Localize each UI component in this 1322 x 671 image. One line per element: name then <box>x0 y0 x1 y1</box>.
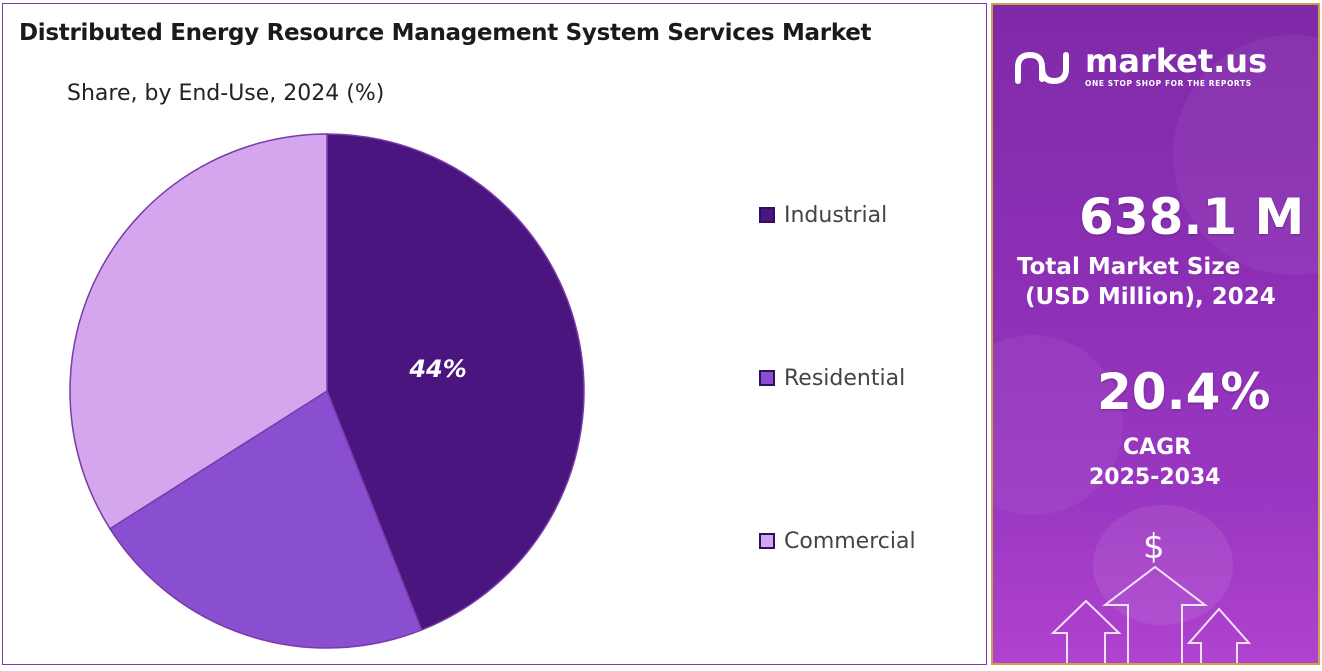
legend-swatch-commercial <box>759 533 775 549</box>
chart-panel: Distributed Energy Resource Management S… <box>2 3 987 665</box>
cagr-label: CAGR <box>1123 435 1192 460</box>
summary-panel: market.us ONE STOP SHOP FOR THE REPORTS … <box>991 3 1320 665</box>
pie-slice-commercial <box>69 133 328 530</box>
dollar-icon: $ <box>1143 527 1165 567</box>
cagr-period: 2025-2034 <box>1089 465 1221 490</box>
legend-item-residential: Residential <box>759 364 905 392</box>
brand-name: market.us <box>1085 42 1268 80</box>
chart-title: Distributed Energy Resource Management S… <box>19 20 872 46</box>
market-us-logo-icon <box>1015 51 1069 84</box>
data-label-industrial: 44% <box>408 355 466 383</box>
market-size-value: 638.1 M <box>1079 188 1305 246</box>
brand-logo: market.us ONE STOP SHOP FOR THE REPORTS <box>1013 45 1267 88</box>
legend-swatch-residential <box>759 370 775 386</box>
legend-swatch-industrial <box>759 207 775 223</box>
growth-arrows-icon <box>1050 565 1252 663</box>
background-decoration <box>993 35 1318 663</box>
legend-item-commercial: Commercial <box>759 527 916 555</box>
chart-subtitle: Share, by End-Use, 2024 (%) <box>67 81 385 106</box>
market-size-label-line1: Total Market Size <box>1017 254 1241 280</box>
legend-label-residential: Residential <box>784 365 906 391</box>
legend-label-industrial: Industrial <box>784 202 888 228</box>
market-size-label-line2: (USD Million), 2024 <box>1025 284 1276 310</box>
legend-label-commercial: Commercial <box>784 528 916 554</box>
pie-chart: 44% <box>69 133 585 649</box>
pie-slice-residential <box>108 389 423 649</box>
cagr-value: 20.4% <box>1097 363 1271 421</box>
brand-tagline: ONE STOP SHOP FOR THE REPORTS <box>1085 79 1252 88</box>
legend-item-industrial: Industrial <box>759 201 887 229</box>
pie-slice-industrial <box>326 133 585 631</box>
